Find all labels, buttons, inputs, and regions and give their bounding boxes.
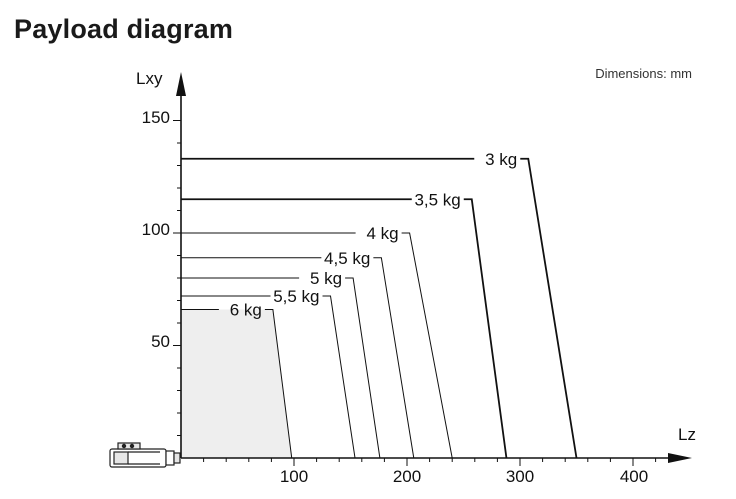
series-limit-line <box>322 295 356 459</box>
x-tick-label-400: 400 <box>620 467 648 486</box>
y-axis-label: Lxy <box>136 69 163 88</box>
page-title: Payload diagram <box>14 14 234 44</box>
payload-series: 3 kg 3,5 kg 4 kg 4,5 kg5 kg5,5 kg 6 kg <box>181 150 578 459</box>
series-4-kg: 4 kg <box>181 224 453 459</box>
y-tick-label-100: 100 <box>142 220 170 239</box>
series-limit-line <box>373 257 415 459</box>
series-limit-line <box>264 309 293 459</box>
series-3-5-kg: 3,5 kg <box>181 190 508 459</box>
y-tick-label-50: 50 <box>151 332 170 351</box>
series-limit-line <box>463 198 508 459</box>
series-label: 5 kg <box>310 269 342 288</box>
y-minor-ticks <box>173 120 181 436</box>
series-6-kg: 6 kg <box>181 301 293 459</box>
series-4-5-kg: 4,5 kg <box>181 249 415 459</box>
x-tick-label-200: 200 <box>393 467 421 486</box>
series-limit-line <box>345 277 381 459</box>
x-tick-label-100: 100 <box>280 467 308 486</box>
series-5-kg: 5 kg <box>181 269 381 459</box>
x-axis-arrow <box>668 453 692 463</box>
series-5-5-kg: 5,5 kg <box>181 287 356 459</box>
series-label: 6 kg <box>230 301 262 320</box>
series-3-kg: 3 kg <box>181 150 578 459</box>
y-tick-label-150: 150 <box>142 108 170 127</box>
shaded-region-6kg <box>181 309 292 458</box>
x-axis-label: Lz <box>678 425 696 444</box>
robot-flange-icon <box>109 442 181 468</box>
series-label: 4 kg <box>366 224 398 243</box>
x-minor-ticks <box>203 458 657 466</box>
series-label: 3 kg <box>485 150 517 169</box>
x-tick-label-300: 300 <box>506 467 534 486</box>
series-label: 5,5 kg <box>273 287 319 306</box>
series-label: 4,5 kg <box>324 249 370 268</box>
series-limit-line <box>401 232 453 459</box>
series-limit-line <box>520 157 578 459</box>
dimensions-note: Dimensions: mm <box>595 66 692 81</box>
y-axis-arrow <box>176 72 186 96</box>
series-label: 3,5 kg <box>414 190 460 209</box>
